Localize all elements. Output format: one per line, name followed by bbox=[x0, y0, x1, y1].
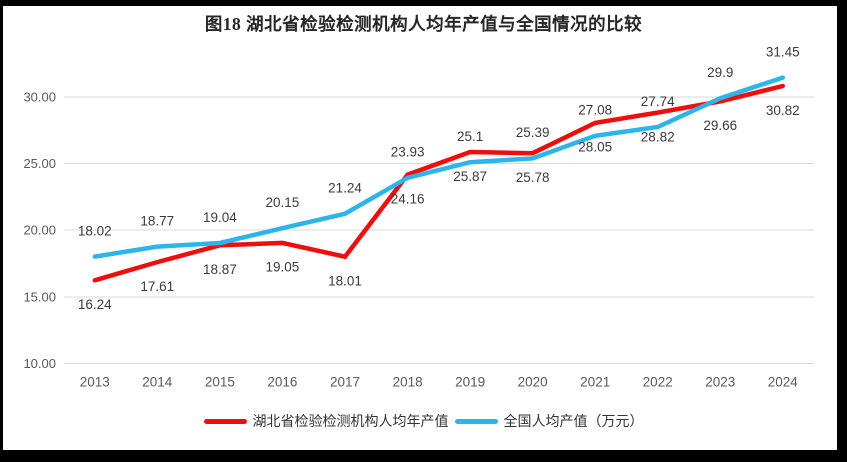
x-tick-label-2013: 2013 bbox=[80, 375, 110, 390]
x-tick-label-2024: 2024 bbox=[768, 375, 799, 390]
data-label-national-2018: 23.93 bbox=[391, 145, 425, 160]
x-tick-label-2020: 2020 bbox=[518, 375, 548, 390]
x-tick-label-2022: 2022 bbox=[643, 375, 673, 390]
x-tick-label-2015: 2015 bbox=[205, 375, 235, 390]
data-label-national-2016: 20.15 bbox=[266, 195, 300, 210]
y-tick-label: 20.00 bbox=[23, 223, 56, 238]
y-tick-label: 15.00 bbox=[23, 289, 56, 304]
legend-item-hubei: 湖北省检验检测机构人均年产值 bbox=[203, 411, 449, 431]
chart-title: 图18 湖北省检验检测机构人均年产值与全国情况的比较 bbox=[204, 14, 643, 34]
data-label-national-2021: 27.08 bbox=[578, 103, 612, 118]
data-label-national-2019: 25.1 bbox=[457, 129, 483, 144]
series-line-hubei bbox=[92, 83, 786, 283]
data-label-hubei-2017: 18.01 bbox=[328, 274, 362, 289]
x-tick-label-2016: 2016 bbox=[267, 375, 297, 390]
chart-legend: 湖北省检验检测机构人均年产值 全国人均产值（万元） bbox=[0, 411, 847, 431]
data-label-hubei-2022: 28.82 bbox=[641, 129, 675, 144]
y-tick-label: 30.00 bbox=[23, 89, 56, 104]
legend-line-swatch-national bbox=[454, 418, 498, 424]
x-tick-label-2021: 2021 bbox=[580, 375, 610, 390]
data-label-hubei-2016: 19.05 bbox=[266, 260, 300, 275]
series-line-national bbox=[92, 75, 786, 259]
legend-label-hubei: 湖北省检验检测机构人均年产值 bbox=[252, 413, 449, 429]
data-label-hubei-2014: 17.61 bbox=[140, 279, 174, 294]
legend-item-national: 全国人均产值（万元） bbox=[454, 411, 644, 431]
data-label-national-2024: 31.45 bbox=[766, 44, 800, 59]
x-tick-label-2014: 2014 bbox=[142, 375, 173, 390]
data-label-hubei-2015: 18.87 bbox=[203, 262, 237, 277]
x-tick-label-2019: 2019 bbox=[455, 375, 485, 390]
data-label-hubei-2013: 16.24 bbox=[78, 297, 112, 312]
y-tick-label: 25.00 bbox=[23, 156, 56, 171]
data-label-national-2013: 18.02 bbox=[78, 223, 112, 238]
data-label-national-2017: 21.24 bbox=[328, 181, 362, 196]
data-label-national-2015: 19.04 bbox=[203, 210, 237, 225]
data-label-hubei-2023: 29.66 bbox=[703, 118, 737, 133]
x-tick-label-2023: 2023 bbox=[705, 375, 735, 390]
data-label-hubei-2020: 25.78 bbox=[516, 170, 550, 185]
data-label-hubei-2019: 25.87 bbox=[453, 169, 487, 184]
data-label-national-2022: 27.74 bbox=[641, 94, 675, 109]
data-label-national-2014: 18.77 bbox=[140, 213, 174, 228]
x-tick-label-2018: 2018 bbox=[393, 375, 423, 390]
x-tick-label-2017: 2017 bbox=[330, 375, 360, 390]
data-label-national-2023: 29.9 bbox=[707, 65, 733, 80]
data-label-national-2020: 25.39 bbox=[516, 125, 550, 140]
data-label-hubei-2021: 28.05 bbox=[578, 140, 612, 155]
legend-line-swatch-hubei bbox=[203, 418, 247, 424]
data-label-hubei-2018: 24.16 bbox=[391, 192, 425, 207]
legend-label-national: 全国人均产值（万元） bbox=[503, 413, 644, 429]
y-tick-label: 10.00 bbox=[23, 356, 56, 371]
data-label-hubei-2024: 30.82 bbox=[766, 103, 800, 118]
